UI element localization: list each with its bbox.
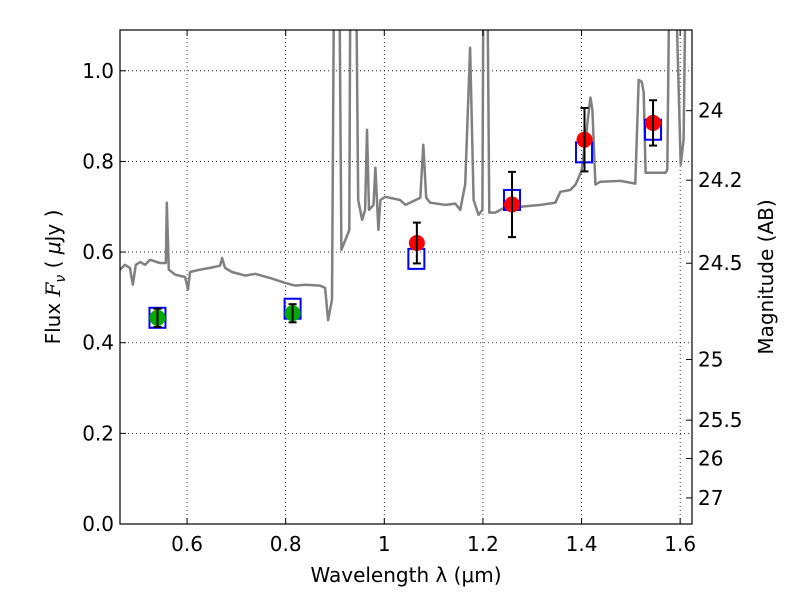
- x-tick-label: 1: [378, 532, 391, 556]
- y-tick-label: 0.4: [82, 331, 114, 355]
- grid: [120, 30, 692, 524]
- plot-background: [120, 30, 692, 524]
- y-tick-label: 0.0: [82, 512, 114, 536]
- y-tick-label: 0.2: [82, 421, 114, 445]
- y2-tick-label: 24.2: [698, 168, 743, 192]
- x-tick-label: 1.4: [566, 532, 598, 556]
- y2-tick-label: 25.5: [698, 408, 743, 432]
- axis-ticks: 0.6 0.8 1 1.2 1.4 1.6 0.0 0.2 0.4 0.6 0.8 1.0 24 24.2…: [82, 30, 743, 556]
- y-tick-label: 0.6: [82, 240, 114, 264]
- x-axis-label: Wavelength λ (μm): [310, 563, 501, 587]
- y2-tick-label: 25: [698, 347, 723, 371]
- model-spectrum-line: [120, 30, 687, 322]
- plot-frame: [119, 29, 693, 525]
- y-tick-label: 1.0: [82, 59, 114, 83]
- x-tick-label: 1.6: [664, 532, 696, 556]
- y2-tick-label: 24.5: [698, 251, 743, 275]
- plot-series: [120, 30, 687, 329]
- x-tick-label: 0.8: [270, 532, 302, 556]
- y2-tick-label: 26: [698, 446, 723, 470]
- y-tick-label: 0.8: [82, 149, 114, 173]
- x-tick-label: 1.2: [467, 532, 499, 556]
- y2-tick-label: 27: [698, 486, 723, 510]
- x-tick-label: 0.6: [171, 532, 203, 556]
- y2-axis-label: Magnitude (AB): [754, 199, 778, 354]
- y-axis-label: Flux Fν ( μJy ): [41, 210, 69, 345]
- y2-tick-label: 24: [698, 99, 723, 123]
